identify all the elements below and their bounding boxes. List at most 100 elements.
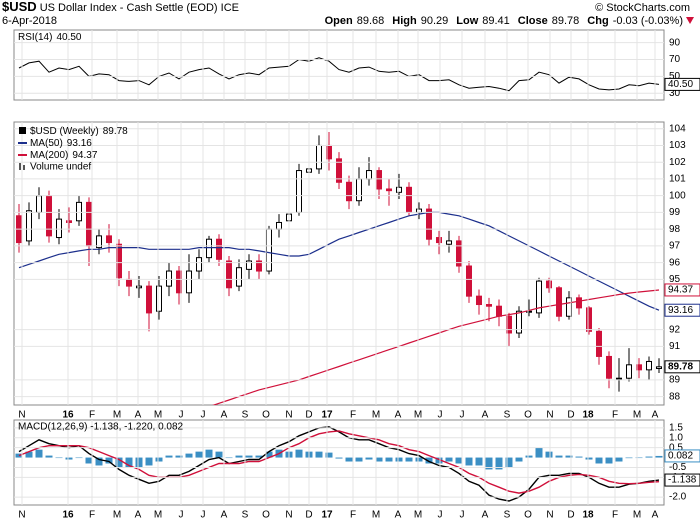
histogram-bar [75,457,83,459]
x-tick-label: J [201,410,206,421]
quote-value: 90.29 [421,15,449,27]
x-tick-label: N [546,410,553,421]
x-tick-label: J [460,410,465,421]
histogram-bar [295,449,303,458]
candle-body [596,330,602,357]
candle-body [496,305,502,317]
x-tick-label: A [482,510,489,521]
x-tick-label: 17 [321,510,333,521]
candle-body [256,260,262,272]
legend-entry: $USD (Weekly) 89.78 [30,126,128,137]
candle-body [616,377,622,380]
candle-body [406,186,412,213]
candle-body [426,208,432,240]
histogram-bar [425,457,433,464]
histogram-bar [595,457,603,464]
x-tick-label: 18 [582,510,594,521]
y-tick-label: 30 [669,88,681,99]
y-tick-label: 101 [669,174,686,185]
x-tick-label: N [18,510,25,521]
y-tick-label: 100 [669,190,686,201]
x-tick-label: A [135,410,142,421]
x-tick-label: J [460,510,465,521]
y-tick-label: 104 [669,123,686,134]
histogram-bar [525,455,533,458]
candle-body [166,270,172,287]
quote-value: 89.68 [357,15,385,27]
x-tick-label: M [113,510,121,521]
candle-body [206,238,212,259]
histogram-bar [35,449,43,458]
value-tag-label: -1.138 [668,475,697,486]
histogram-bar [565,455,573,458]
candle-body [76,201,82,222]
candle-body [156,285,162,312]
rsi-panel [13,29,665,101]
y-tick-label: 70 [669,54,681,65]
histogram-bar [175,455,183,458]
symbol: $USD [2,0,37,14]
histogram-bar [155,457,163,462]
x-tick-label: D [305,410,312,421]
y-tick-label: 89 [669,375,681,386]
histogram-bar [315,451,323,458]
y-tick-label: -0.5 [669,462,687,473]
candle-body [466,265,472,297]
x-tick-label: 17 [321,410,333,421]
x-tick-label: A [482,410,489,421]
histogram-bar [445,457,453,462]
credit: © StockCharts.com [595,2,690,14]
histogram-bar [325,452,333,458]
quote-label: Low [456,15,478,27]
histogram-bar [245,455,253,458]
quote-value: -0.03 (-0.03%) [613,15,683,27]
histogram-bar [335,457,343,459]
value-tag [664,283,700,297]
histogram-bar [25,451,33,458]
x-tick-label: M [633,410,641,421]
histogram-bar [115,457,123,468]
candle-body [516,310,522,334]
y-tick-label: 96 [669,257,681,268]
candle-body [276,221,282,230]
y-tick-label: 50 [669,71,681,82]
quote-label: High [392,15,417,27]
date: 6-Apr-2018 [2,15,57,27]
candle-body [146,285,152,314]
histogram-bar [605,457,613,464]
candle-body [436,237,442,244]
histogram-bar [135,457,143,468]
value-tag [664,360,700,374]
histogram-bar [455,457,463,464]
histogram-bar [405,457,413,462]
x-tick-label: J [179,410,184,421]
y-tick-label: 1.0 [669,432,683,443]
candle-body [656,366,662,369]
histogram-bar [105,457,113,464]
x-tick-label: F [89,410,95,421]
candle-body [556,287,562,317]
value-tag-label: 0.082 [668,451,693,462]
legend-name: $USD (Weekly) [30,126,99,137]
quote-value: 89.41 [482,15,510,27]
x-tick-label: A [135,510,142,521]
y-tick-label: -2.0 [669,492,687,503]
histogram-bar [435,457,443,464]
legend-swatch [23,165,25,170]
histogram-bar [145,457,153,466]
histogram-bar [265,451,273,458]
plot-area [16,132,662,405]
down-arrow [686,17,694,24]
instrument-name: US Dollar Index - Cash Settle (EOD) ICE [40,2,239,14]
x-tick-label: M [414,510,422,521]
candle-body [386,188,392,192]
x-tick-label: S [242,510,249,521]
candle-body [226,260,232,289]
legend-entry: Volume undef [30,162,91,173]
y-tick-label: 95 [669,274,681,285]
x-tick-label: J [179,510,184,521]
x-tick-label: M [372,510,380,521]
x-tick-label: F [89,510,95,521]
histogram-bar [545,451,553,458]
